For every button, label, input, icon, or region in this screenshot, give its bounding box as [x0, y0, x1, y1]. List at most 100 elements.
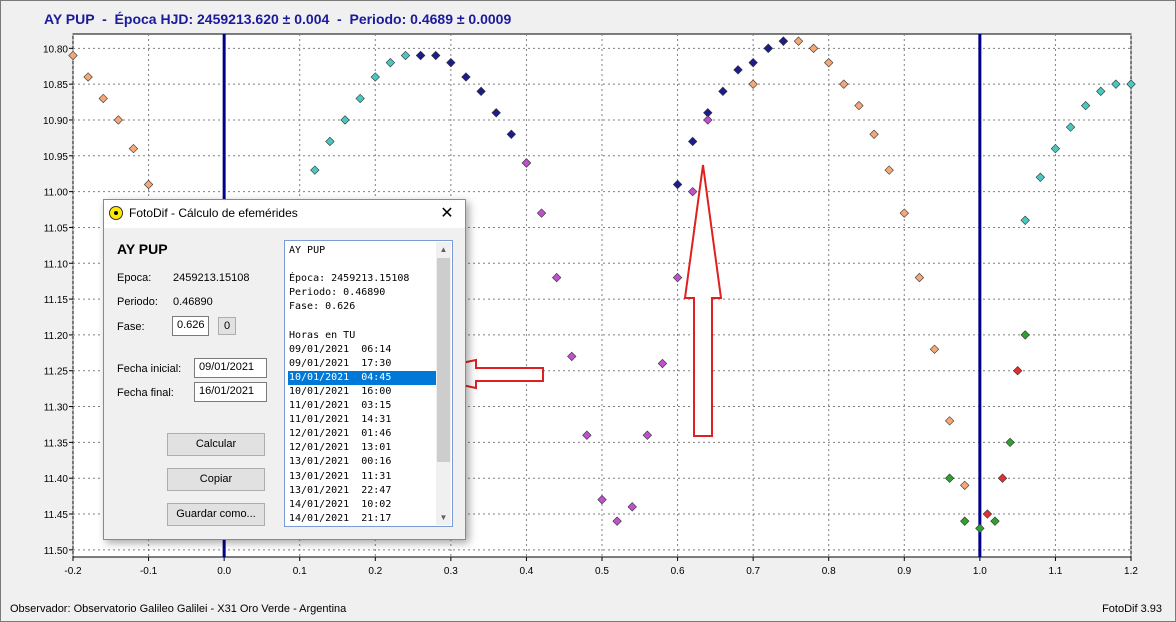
guardar-como-button[interactable]: Guardar como... [167, 503, 265, 526]
dialog-list-item[interactable]: Época: 2459213.15108 [289, 273, 410, 285]
data-point [824, 57, 834, 68]
data-point [597, 495, 607, 505]
y-tick-label: 11.00 [44, 188, 69, 199]
fase-zero-button[interactable]: 0 [218, 317, 236, 335]
data-point [733, 65, 743, 75]
fase-label: Fase: [117, 321, 145, 333]
data-point [370, 72, 380, 82]
chart-title: AY PUP - Época HJD: 2459213.620 ± 0.004 … [44, 11, 512, 27]
dialog-list-item[interactable]: 13/01/2021 11:31 [289, 470, 392, 482]
data-point [1020, 215, 1030, 225]
dialog-list-item[interactable]: 10/01/2021 16:00 [289, 385, 392, 397]
x-tick-label: -0.2 [64, 566, 82, 577]
data-point [415, 50, 426, 61]
data-point [491, 108, 501, 118]
dialog-list-item[interactable]: Horas en TU [289, 329, 356, 341]
data-point [1035, 172, 1045, 182]
dialog-list-item[interactable]: 14/01/2021 10:02 [289, 498, 392, 510]
data-point [612, 516, 622, 526]
scroll-down-icon[interactable]: ▼ [439, 513, 448, 522]
dialog-list-item[interactable]: 11/01/2021 03:15 [289, 400, 392, 412]
x-tick-label: 0.4 [519, 566, 533, 577]
fase-input[interactable]: 0.626 [172, 316, 209, 336]
data-point [975, 523, 985, 534]
x-tick-label: -0.1 [140, 566, 158, 577]
data-point [703, 108, 713, 118]
data-point [960, 480, 970, 491]
data-point [929, 344, 940, 354]
data-point [1126, 79, 1136, 89]
y-tick-label: 11.05 [44, 223, 69, 234]
data-point [718, 86, 728, 96]
data-point [899, 208, 909, 218]
data-point [1050, 143, 1061, 154]
data-point [672, 272, 683, 283]
dialog-list-item[interactable]: 09/01/2021 06:14 [289, 343, 392, 355]
x-tick-label: 0.5 [595, 566, 609, 577]
y-tick-label: 11.35 [44, 438, 69, 449]
dialog-list-item[interactable]: 09/01/2021 17:30 [289, 357, 392, 369]
x-tick-label: 1.2 [1124, 566, 1138, 577]
data-point [997, 473, 1008, 483]
scroll-up-icon[interactable]: ▲ [439, 245, 448, 254]
data-point [748, 79, 758, 89]
data-point [793, 36, 804, 46]
dialog-list-item[interactable]: 10/01/2021 04:45 [288, 370, 438, 385]
dialog-list-item[interactable]: Fase: 0.626 [289, 301, 356, 313]
y-tick-label: 10.95 [43, 152, 68, 163]
calcular-button[interactable]: Calcular [167, 433, 265, 456]
fecha-final-label: Fecha final: [117, 387, 174, 399]
dialog-list-item[interactable] [288, 258, 438, 272]
scroll-thumb[interactable] [437, 258, 450, 462]
data-point [1005, 437, 1015, 448]
dialog-list-item[interactable]: AY PUP [289, 245, 326, 256]
data-point [914, 272, 925, 283]
x-tick-label: 0.8 [822, 566, 836, 577]
data-point [461, 72, 471, 82]
data-point [400, 50, 411, 61]
dialog-titlebar[interactable]: FotoDif - Cálculo de efemérides ✕ [104, 200, 465, 228]
dialog-list-item[interactable]: 13/01/2021 00:16 [289, 456, 392, 468]
dialog-list-item[interactable] [288, 314, 438, 328]
copiar-button[interactable]: Copiar [167, 468, 265, 491]
data-point [521, 158, 532, 168]
data-point [990, 516, 1000, 526]
data-point [657, 358, 668, 369]
x-tick-label: 0.7 [746, 566, 760, 577]
data-point [672, 179, 683, 190]
dialog-list-item[interactable]: 12/01/2021 13:01 [289, 442, 392, 454]
x-tick-label: 0.2 [368, 566, 382, 577]
y-tick-label: 10.85 [43, 80, 68, 91]
data-point [1096, 86, 1106, 96]
results-list[interactable]: AY PUP Época: 2459213.15108 Periodo: 0.468… [284, 240, 453, 527]
data-point [960, 516, 970, 526]
data-point [113, 115, 124, 125]
dialog-list-item[interactable]: 13/01/2021 22:47 [289, 484, 392, 496]
vertical-arrow [683, 164, 723, 437]
data-point [808, 43, 819, 53]
epoca-label: Epoca: [117, 272, 152, 284]
close-icon[interactable]: ✕ [440, 205, 454, 222]
dialog-list-item[interactable]: 11/01/2021 14:31 [289, 414, 392, 426]
dialog-list-item[interactable]: 12/01/2021 01:46 [289, 428, 392, 440]
data-point [982, 509, 993, 519]
data-point [703, 115, 713, 125]
data-point [869, 129, 879, 139]
dialog-list-item[interactable]: Periodo: 0.46890 [289, 287, 386, 299]
data-point [476, 86, 486, 96]
data-point [310, 165, 320, 175]
data-point [567, 351, 577, 362]
data-point [446, 57, 456, 68]
dialog-list-item[interactable]: 14/01/2021 21:17 [289, 512, 392, 524]
data-point [582, 430, 592, 440]
ephemeris-dialog: FotoDif - Cálculo de efemérides ✕ AY PUP… [103, 199, 466, 540]
data-point [854, 100, 864, 111]
x-tick-label: 0.3 [444, 566, 458, 577]
results-scrollbar[interactable]: ▲ ▼ [436, 242, 451, 525]
data-point [944, 416, 955, 426]
fecha-inicial-input[interactable]: 09/01/2021 [194, 358, 267, 378]
data-point [385, 57, 396, 68]
data-points [68, 36, 1136, 534]
data-point [944, 473, 955, 483]
fecha-final-input[interactable]: 16/01/2021 [194, 382, 267, 402]
